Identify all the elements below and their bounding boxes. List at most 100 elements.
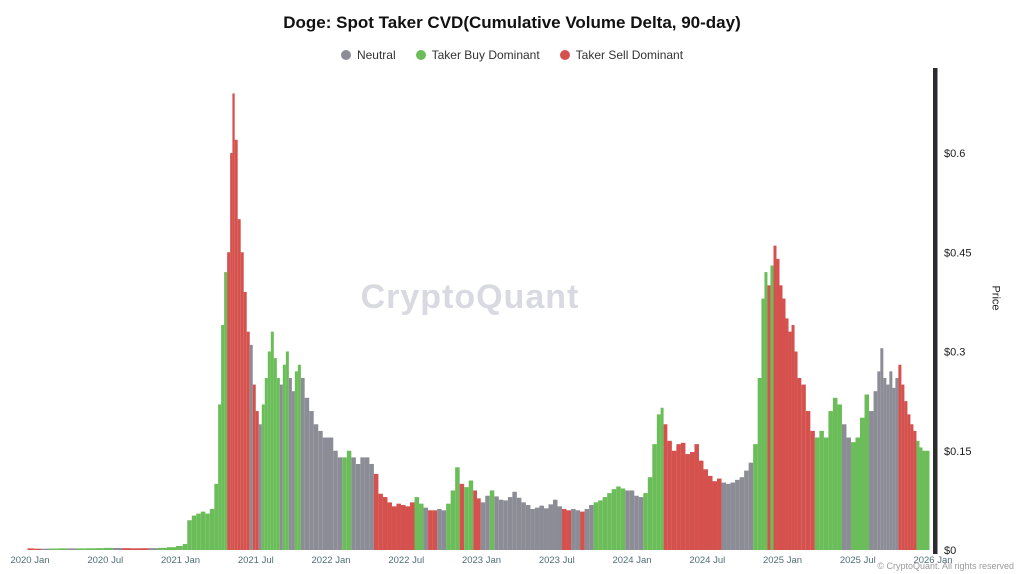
cvd-price-bar[interactable]	[892, 387, 896, 550]
cvd-price-bar[interactable]	[922, 450, 926, 550]
cvd-price-bar[interactable]	[205, 513, 210, 550]
cvd-price-bar[interactable]	[671, 450, 677, 550]
cvd-price-bar[interactable]	[680, 442, 686, 550]
cvd-price-bar[interactable]	[689, 452, 695, 550]
cvd-price-bar[interactable]	[757, 377, 762, 550]
cvd-price-bar[interactable]	[423, 507, 429, 550]
cvd-price-bar[interactable]	[288, 377, 292, 550]
cvd-price-bar[interactable]	[503, 500, 508, 551]
cvd-price-bar[interactable]	[485, 495, 490, 550]
cvd-price-bar[interactable]	[703, 469, 708, 550]
cvd-price-bar[interactable]	[309, 411, 314, 550]
cvd-price-bar[interactable]	[249, 344, 253, 550]
cvd-price-bar[interactable]	[712, 481, 718, 550]
cvd-price-bar[interactable]	[419, 503, 424, 550]
cvd-price-bar[interactable]	[405, 506, 411, 550]
cvd-price-bar[interactable]	[224, 272, 228, 550]
cvd-price-bar[interactable]	[850, 442, 856, 550]
cvd-price-bar[interactable]	[33, 548, 42, 550]
cvd-price-bar[interactable]	[770, 265, 774, 550]
cvd-price-bar[interactable]	[414, 497, 420, 550]
cvd-price-bar[interactable]	[886, 384, 890, 550]
cvd-price-bar[interactable]	[869, 411, 874, 550]
cvd-price-bar[interactable]	[525, 505, 531, 550]
cvd-price-bar[interactable]	[788, 331, 792, 550]
cvd-price-bar[interactable]	[543, 508, 549, 550]
cvd-price-bar[interactable]	[94, 548, 104, 550]
cvd-price-bar[interactable]	[382, 497, 388, 550]
cvd-price-bar[interactable]	[258, 424, 262, 550]
cvd-price-bar[interactable]	[191, 515, 197, 550]
cvd-price-bar[interactable]	[58, 548, 68, 550]
cvd-price-bar[interactable]	[175, 546, 183, 550]
cvd-price-bar[interactable]	[410, 502, 415, 550]
cvd-price-bar[interactable]	[76, 548, 86, 550]
cvd-price-bar[interactable]	[455, 467, 460, 550]
cvd-price-bar[interactable]	[234, 139, 238, 550]
cvd-price-bar[interactable]	[846, 437, 851, 550]
cvd-price-bar[interactable]	[676, 444, 681, 550]
cvd-price-bar[interactable]	[904, 401, 908, 551]
cvd-price-bar[interactable]	[634, 495, 639, 550]
cvd-price-bar[interactable]	[776, 258, 780, 550]
cvd-price-bar[interactable]	[575, 510, 581, 550]
cvd-price-bar[interactable]	[221, 325, 225, 550]
cvd-price-bar[interactable]	[480, 502, 486, 550]
legend-item-taker-sell[interactable]: Taker Sell Dominant	[559, 48, 683, 62]
cvd-price-bar[interactable]	[797, 377, 802, 550]
cvd-price-bar[interactable]	[252, 384, 256, 550]
cvd-price-bar[interactable]	[764, 272, 768, 550]
cvd-price-bar[interactable]	[782, 298, 786, 550]
cvd-price-bar[interactable]	[744, 470, 749, 550]
cvd-price-bar[interactable]	[157, 547, 167, 550]
cvd-price-bar[interactable]	[473, 490, 477, 550]
cvd-price-bar[interactable]	[494, 496, 499, 550]
cvd-price-bar[interactable]	[459, 483, 465, 550]
cvd-price-bar[interactable]	[261, 404, 265, 550]
cvd-price-bar[interactable]	[629, 490, 635, 550]
cvd-price-bar[interactable]	[607, 493, 612, 550]
cvd-price-bar[interactable]	[602, 497, 608, 550]
cvd-price-bar[interactable]	[200, 511, 206, 550]
cvd-price-bar[interactable]	[41, 548, 50, 550]
cvd-price-bar[interactable]	[297, 364, 301, 550]
cvd-price-bar[interactable]	[643, 493, 648, 550]
cvd-price-bar[interactable]	[264, 377, 268, 550]
cvd-price-bar[interactable]	[304, 397, 310, 550]
cvd-price-bar[interactable]	[400, 505, 406, 550]
cvd-price-bar[interactable]	[209, 508, 215, 550]
cvd-price-bar[interactable]	[521, 502, 526, 550]
cvd-price-bar[interactable]	[279, 384, 283, 550]
cvd-price-bar[interactable]	[112, 548, 122, 550]
cvd-price-bar[interactable]	[378, 493, 383, 550]
cvd-price-bar[interactable]	[761, 298, 765, 550]
cvd-price-bar[interactable]	[369, 463, 374, 550]
cvd-price-bar[interactable]	[130, 548, 140, 550]
cvd-price-bar[interactable]	[889, 371, 893, 550]
cvd-price-bar[interactable]	[660, 407, 664, 550]
cvd-price-bar[interactable]	[767, 285, 771, 550]
cvd-price-bar[interactable]	[267, 351, 271, 551]
cvd-price-bar[interactable]	[355, 463, 361, 550]
cvd-price-bar[interactable]	[647, 477, 653, 550]
cvd-price-bar[interactable]	[441, 510, 447, 550]
cvd-price-bar[interactable]	[507, 497, 513, 550]
cvd-price-bar[interactable]	[566, 510, 572, 550]
cvd-price-bar[interactable]	[276, 377, 280, 550]
cvd-price-bar[interactable]	[598, 500, 603, 551]
cvd-price-bar[interactable]	[282, 364, 286, 550]
cvd-price-bar[interactable]	[530, 508, 535, 550]
cvd-price-bar[interactable]	[428, 510, 433, 550]
cvd-price-bar[interactable]	[243, 291, 247, 550]
cvd-price-bar[interactable]	[437, 508, 442, 550]
cvd-price-bar[interactable]	[121, 548, 131, 550]
cvd-price-bar[interactable]	[166, 547, 176, 550]
cvd-price-bar[interactable]	[791, 325, 795, 550]
cvd-price-bar[interactable]	[685, 454, 690, 550]
cvd-price-bar[interactable]	[27, 548, 34, 550]
cvd-price-bar[interactable]	[255, 411, 259, 550]
cvd-price-bar[interactable]	[663, 424, 668, 550]
cvd-price-bar[interactable]	[810, 430, 815, 550]
cvd-price-bar[interactable]	[593, 502, 599, 550]
